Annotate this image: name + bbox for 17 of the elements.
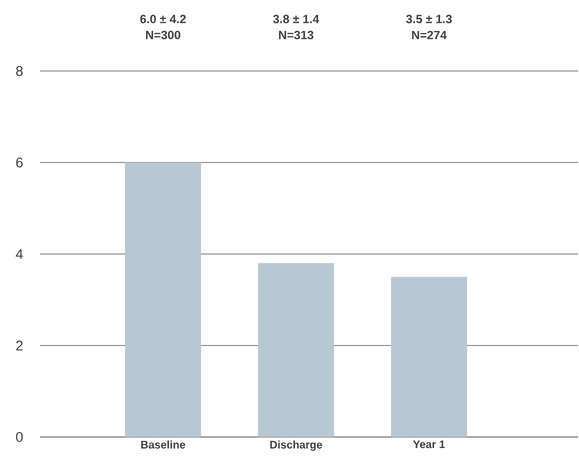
y-tick-label: 6	[16, 158, 23, 168]
data-label: 3.8 ± 1.4	[273, 14, 320, 24]
bar	[391, 276, 468, 437]
y-tick-label: 2	[16, 340, 23, 350]
data-label: 3.5 ± 1.3	[406, 14, 452, 24]
bar	[258, 263, 334, 437]
y-tick-label: 4	[16, 249, 23, 259]
y-tick-label: 8	[16, 66, 23, 76]
data-label: 6.0 ± 4.2	[140, 14, 186, 24]
text: N=274	[412, 30, 447, 40]
x-tick-label: Discharge	[270, 440, 322, 451]
x-tick-label: Year 1	[413, 440, 445, 448]
x-tick-label: Baseline	[141, 440, 186, 449]
bar	[125, 162, 202, 437]
text: N=313	[279, 30, 314, 40]
text: N=300	[146, 30, 180, 40]
y-tick-label: 0	[16, 432, 23, 442]
